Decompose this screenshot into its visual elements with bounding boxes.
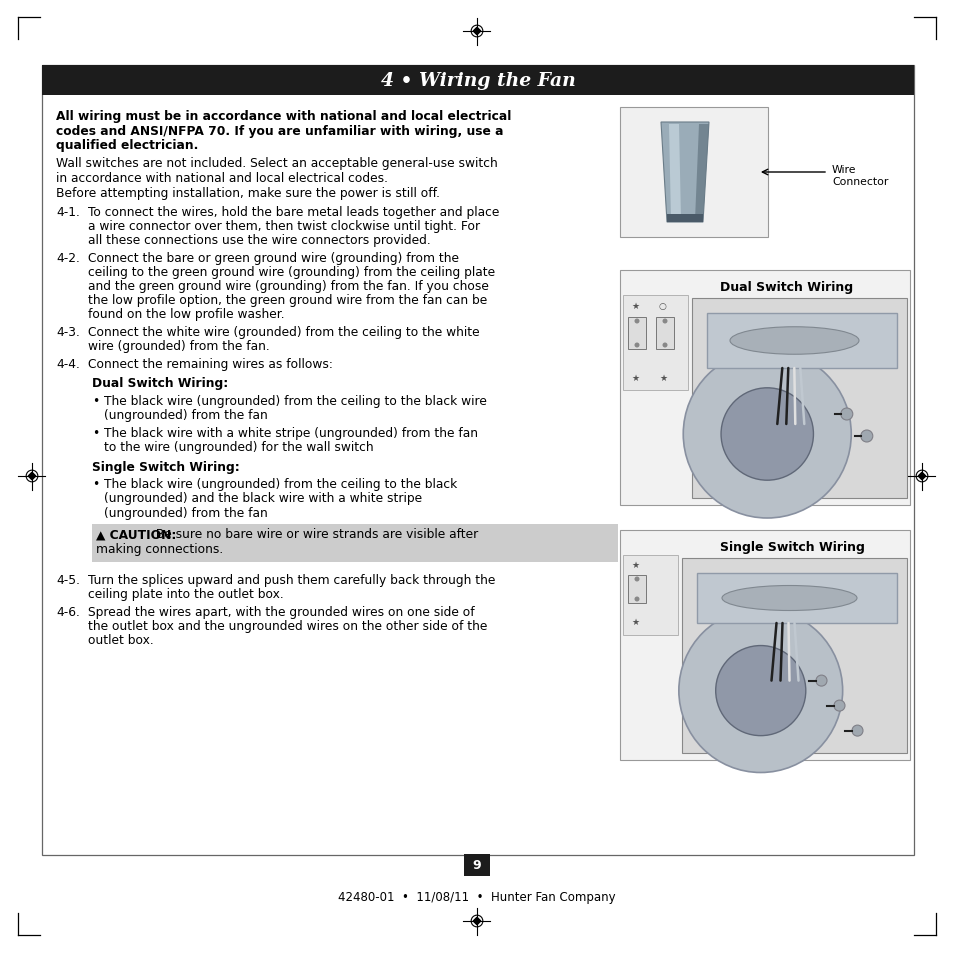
Text: outlet box.: outlet box.	[88, 634, 153, 647]
Text: Single Switch Wiring:: Single Switch Wiring:	[91, 460, 239, 474]
Text: the outlet box and the ungrounded wires on the other side of the: the outlet box and the ungrounded wires …	[88, 619, 487, 633]
Polygon shape	[695, 125, 708, 221]
Text: and the green ground wire (grounding) from the fan. If you chose: and the green ground wire (grounding) fr…	[88, 280, 488, 293]
Polygon shape	[473, 917, 480, 924]
Text: ★: ★	[630, 618, 639, 626]
Bar	[622, 556, 678, 636]
Circle shape	[840, 409, 852, 420]
Text: •: •	[91, 478, 99, 491]
Text: Turn the splices upward and push them carefully back through the: Turn the splices upward and push them ca…	[88, 574, 495, 587]
Polygon shape	[29, 473, 36, 480]
Circle shape	[634, 577, 639, 582]
Text: 9: 9	[472, 859, 481, 872]
Circle shape	[679, 609, 841, 773]
Bar	[627, 317, 645, 350]
Text: The black wire with a white stripe (ungrounded) from the fan: The black wire with a white stripe (ungr…	[104, 427, 477, 439]
Text: (ungrounded) and the black wire with a white stripe: (ungrounded) and the black wire with a w…	[104, 492, 421, 505]
Polygon shape	[706, 314, 896, 369]
Text: 4-6.: 4-6.	[56, 606, 80, 618]
Bar	[681, 558, 906, 753]
Text: Spread the wires apart, with the grounded wires on one side of: Spread the wires apart, with the grounde…	[88, 606, 475, 618]
Bar	[42, 66, 913, 96]
Text: Wire
Connector: Wire Connector	[831, 165, 887, 187]
Text: (ungrounded) from the fan: (ungrounded) from the fan	[104, 409, 268, 421]
Text: Wall switches are not included. Select an acceptable general-use switch: Wall switches are not included. Select a…	[56, 157, 497, 171]
Text: all these connections use the wire connectors provided.: all these connections use the wire conne…	[88, 233, 431, 247]
Text: Before attempting installation, make sure the power is still off.: Before attempting installation, make sur…	[56, 188, 439, 200]
Circle shape	[815, 676, 826, 686]
Circle shape	[634, 343, 639, 348]
Polygon shape	[660, 123, 708, 223]
Text: 4-2.: 4-2.	[56, 252, 80, 265]
Bar	[627, 576, 645, 603]
Text: (ungrounded) from the fan: (ungrounded) from the fan	[104, 506, 268, 519]
Text: 42480-01  •  11/08/11  •  Hunter Fan Company: 42480-01 • 11/08/11 • Hunter Fan Company	[337, 890, 616, 903]
Text: ▲ CAUTION:: ▲ CAUTION:	[96, 528, 176, 541]
Text: 4-1.: 4-1.	[56, 206, 80, 219]
Text: •: •	[91, 427, 99, 439]
Text: The black wire (ungrounded) from the ceiling to the black wire: The black wire (ungrounded) from the cei…	[104, 395, 486, 408]
Bar	[463, 854, 490, 876]
Circle shape	[851, 725, 862, 737]
Text: Connect the white wire (grounded) from the ceiling to the white: Connect the white wire (grounded) from t…	[88, 326, 479, 338]
Bar	[619, 108, 767, 237]
Circle shape	[634, 319, 639, 324]
Text: All wiring must be in accordance with national and local electrical: All wiring must be in accordance with na…	[56, 110, 511, 123]
Text: Dual Switch Wiring:: Dual Switch Wiring:	[91, 377, 228, 390]
Circle shape	[634, 597, 639, 602]
Bar	[91, 524, 618, 562]
Text: 4-5.: 4-5.	[56, 574, 80, 587]
Text: in accordance with national and local electrical codes.: in accordance with national and local el…	[56, 172, 388, 184]
Text: ceiling to the green ground wire (grounding) from the ceiling plate: ceiling to the green ground wire (ground…	[88, 266, 495, 278]
Polygon shape	[668, 125, 680, 221]
Circle shape	[860, 431, 872, 442]
Bar	[656, 317, 673, 350]
Polygon shape	[666, 214, 702, 223]
Circle shape	[833, 700, 844, 711]
Text: To connect the wires, hold the bare metal leads together and place: To connect the wires, hold the bare meta…	[88, 206, 498, 219]
Polygon shape	[697, 574, 896, 623]
Circle shape	[715, 646, 805, 736]
Text: ★: ★	[630, 560, 639, 569]
Text: the low profile option, the green ground wire from the fan can be: the low profile option, the green ground…	[88, 294, 487, 307]
Text: wire (grounded) from the fan.: wire (grounded) from the fan.	[88, 339, 270, 353]
Polygon shape	[917, 473, 924, 480]
Ellipse shape	[729, 328, 858, 355]
Polygon shape	[473, 29, 480, 36]
Text: 4-4.: 4-4.	[56, 357, 80, 371]
Circle shape	[661, 319, 667, 324]
Text: The black wire (ungrounded) from the ceiling to the black: The black wire (ungrounded) from the cei…	[104, 478, 456, 491]
Text: to the wire (ungrounded) for the wall switch: to the wire (ungrounded) for the wall sw…	[104, 440, 374, 454]
Text: found on the low profile washer.: found on the low profile washer.	[88, 308, 284, 320]
Bar	[619, 271, 909, 505]
Text: ★: ★	[630, 374, 639, 382]
Bar	[691, 298, 906, 498]
Text: ○: ○	[659, 302, 666, 311]
Text: making connections.: making connections.	[96, 542, 223, 556]
Circle shape	[682, 351, 850, 518]
Text: Be sure no bare wire or wire strands are visible after: Be sure no bare wire or wire strands are…	[148, 528, 477, 541]
Text: Dual Switch Wiring: Dual Switch Wiring	[720, 281, 852, 294]
Text: a wire connector over them, then twist clockwise until tight. For: a wire connector over them, then twist c…	[88, 220, 479, 233]
Bar	[42, 66, 913, 855]
Text: ★: ★	[630, 302, 639, 311]
Text: codes and ANSI/NFPA 70. If you are unfamiliar with wiring, use a: codes and ANSI/NFPA 70. If you are unfam…	[56, 125, 503, 137]
Bar	[619, 531, 909, 760]
Text: 4 • Wiring the Fan: 4 • Wiring the Fan	[380, 71, 575, 90]
Circle shape	[661, 343, 667, 348]
Bar	[622, 295, 687, 391]
Text: ★: ★	[659, 374, 666, 382]
Ellipse shape	[721, 586, 856, 611]
Text: Single Switch Wiring: Single Switch Wiring	[720, 540, 864, 554]
Text: ceiling plate into the outlet box.: ceiling plate into the outlet box.	[88, 588, 283, 601]
Text: Connect the bare or green ground wire (grounding) from the: Connect the bare or green ground wire (g…	[88, 252, 458, 265]
Text: qualified electrician.: qualified electrician.	[56, 139, 198, 152]
Circle shape	[720, 389, 813, 480]
Text: •: •	[91, 395, 99, 408]
Text: 4-3.: 4-3.	[56, 326, 80, 338]
Text: Connect the remaining wires as follows:: Connect the remaining wires as follows:	[88, 357, 333, 371]
